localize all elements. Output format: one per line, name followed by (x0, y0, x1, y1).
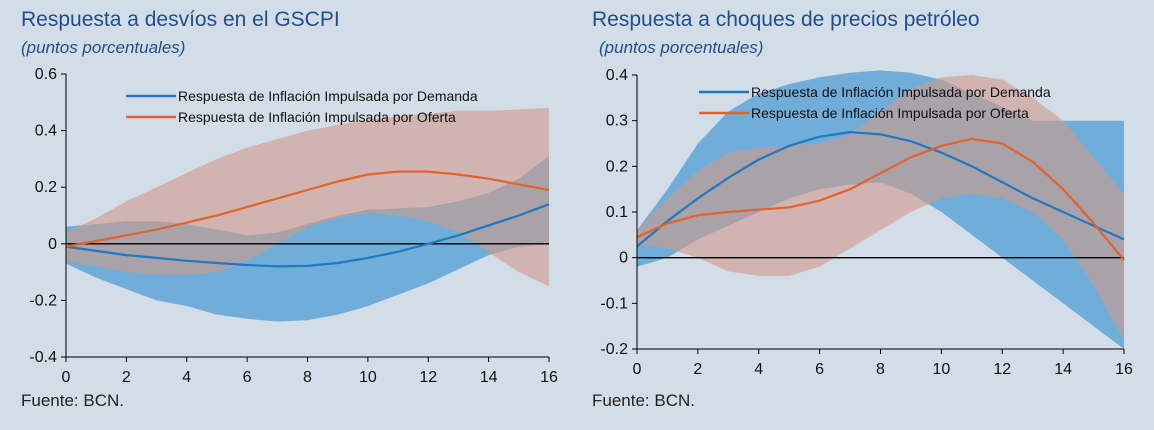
y-tick-label: 0.4 (35, 123, 57, 140)
y-tick-label: 0 (619, 250, 628, 267)
chart-plot-left: -0.4 -0.2 0 0.2 0.4 0.6 0 2 4 6 8 10 12 14 16 Respuesta… (29, 66, 558, 386)
y-tick-label: 0 (48, 236, 57, 253)
chart-panel-left: Respuesta a desvíos en el GSCPI (puntos … (21, 8, 558, 410)
series-line-1 (636, 130, 1125, 248)
x-tick-label: 14 (480, 369, 498, 386)
x-tick-label: 6 (243, 369, 252, 386)
x-tick-label: 4 (182, 369, 191, 386)
x-tick-label: 6 (815, 361, 824, 378)
chart-panel-right: Respuesta a choques de precios petróleo … (577, 0, 1154, 430)
x-tick-label: 14 (1054, 361, 1072, 378)
x-tick-label: 2 (693, 361, 702, 378)
chart-source: Fuente: BCN. (592, 391, 695, 410)
y-tick-label: 0.6 (35, 66, 57, 83)
series-line-2 (636, 137, 1125, 261)
x-tick-label: 10 (359, 369, 377, 386)
chart-subtitle: (puntos porcentuales) (21, 38, 186, 57)
x-tick-label: 16 (1115, 361, 1133, 378)
x-tick-label: 12 (419, 369, 437, 386)
chart-source: Fuente: BCN. (21, 391, 124, 410)
x-tick-label: 8 (303, 369, 312, 386)
y-tick-label: 0.2 (35, 179, 57, 196)
x-tick-label: 10 (932, 361, 950, 378)
x-tick-label: 16 (540, 369, 558, 386)
chart-plot-right: -0.2 -0.1 0 0.1 0.2 0.3 0.4 0 2 4 6 8 10 12 14 16 Respue… (600, 67, 1133, 378)
x-tick-label: 0 (633, 361, 642, 378)
confidence-band-2 (66, 108, 549, 287)
legend-label-2: Respuesta de Inflación Impulsada por Ofe… (178, 109, 456, 125)
legend-label-1: Respuesta de Inflación Impulsada por Dem… (178, 88, 478, 104)
y-tick-label: 0.2 (606, 158, 628, 175)
series-line-2 (65, 170, 550, 248)
x-tick-label: 4 (754, 361, 763, 378)
y-tick-label: 0.1 (606, 204, 628, 221)
x-tick-label: 12 (993, 361, 1011, 378)
legend-label-1: Respuesta de Inflación Impulsada por Dem… (751, 84, 1051, 100)
x-tick-label: 2 (122, 369, 131, 386)
legend-label-2: Respuesta de Inflación Impulsada por Ofe… (751, 105, 1029, 121)
chart-title: Respuesta a choques de precios petróleo (592, 8, 980, 31)
x-tick-label: 8 (876, 361, 885, 378)
chart-subtitle: (puntos porcentuales) (599, 38, 764, 57)
x-tick-label: 0 (62, 369, 71, 386)
series-line-1 (65, 203, 550, 268)
confidence-band-2 (637, 75, 1124, 340)
y-tick-label: 0.4 (606, 67, 628, 84)
chart-title: Respuesta a desvíos en el GSCPI (21, 8, 340, 31)
y-tick-label: -0.2 (29, 292, 57, 309)
confidence-band-1 (66, 156, 549, 322)
y-tick-label: -0.4 (29, 349, 57, 366)
y-tick-label: -0.1 (600, 295, 628, 312)
y-tick-label: -0.2 (600, 341, 628, 358)
y-tick-label: 0.3 (606, 113, 628, 130)
